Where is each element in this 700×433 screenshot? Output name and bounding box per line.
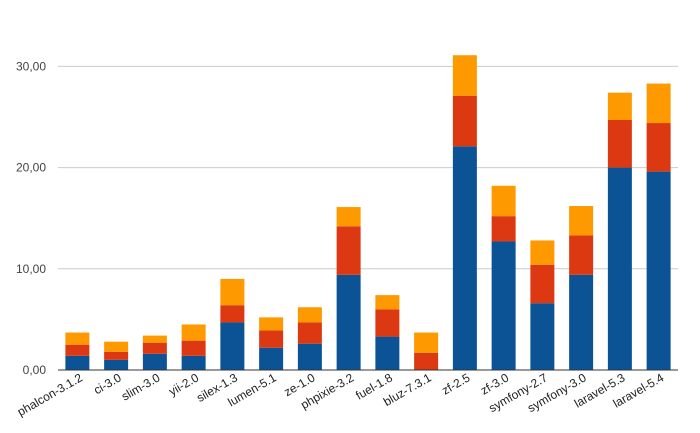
bar-segment [259, 317, 284, 331]
y-tick-label: 30,00 [16, 59, 46, 73]
bar-segment [297, 307, 322, 323]
x-tick-label: zf-2.5 [439, 370, 472, 397]
bar-segment [65, 355, 90, 370]
bars [65, 55, 671, 370]
bar-segment [181, 355, 206, 370]
bar-segment [375, 295, 400, 310]
bar-segment [104, 359, 129, 370]
x-tick-label: phalcon-3.1.2 [15, 370, 85, 419]
bar-segment [452, 55, 477, 96]
bar-segment [297, 343, 322, 370]
bar-segment [569, 235, 594, 275]
bar-segment [336, 274, 361, 370]
bar-segment [414, 332, 439, 353]
bar-segment [607, 92, 632, 121]
bar-segment [607, 167, 632, 370]
bar-segment [530, 240, 555, 265]
bar-segment [491, 241, 516, 370]
bar-segment [452, 95, 477, 147]
bar-segment [297, 322, 322, 344]
bar-segment [220, 305, 245, 323]
bar-segment [65, 344, 90, 356]
bar-segment [375, 336, 400, 370]
bar-segment [336, 226, 361, 275]
y-tick-label: 10,00 [16, 262, 46, 276]
bar-segment [646, 171, 671, 370]
bar-segment [181, 324, 206, 341]
bar-segment [569, 274, 594, 370]
bar-segment [530, 264, 555, 304]
y-tick-label: 20,00 [16, 161, 46, 175]
bar-segment [104, 341, 129, 352]
x-tick-label: slim-3.0 [119, 370, 163, 403]
bar-segment [259, 347, 284, 370]
bar-segment [491, 185, 516, 217]
bar-segment [607, 120, 632, 168]
bar-segment [646, 123, 671, 172]
bar-segment [530, 303, 555, 370]
bar-segment [646, 83, 671, 124]
bar-segment [142, 342, 167, 354]
bar-segment [491, 216, 516, 242]
bar-segment [104, 351, 129, 360]
bar-segment [65, 332, 90, 345]
bar-segment [181, 340, 206, 356]
bar-segment [375, 309, 400, 337]
bar-segment [142, 335, 167, 343]
bar-segment [220, 322, 245, 370]
y-tick-label: 0,00 [23, 363, 47, 377]
bar-segment [569, 206, 594, 236]
bar-segment [142, 353, 167, 370]
bar-segment [259, 330, 284, 348]
y-axis-ticks: 0,00 10,00 20,00 30,00 [16, 59, 46, 377]
bar-segment [414, 352, 439, 370]
bar-segment [220, 278, 245, 306]
bar-segment [452, 146, 477, 370]
bar-segment [336, 207, 361, 227]
